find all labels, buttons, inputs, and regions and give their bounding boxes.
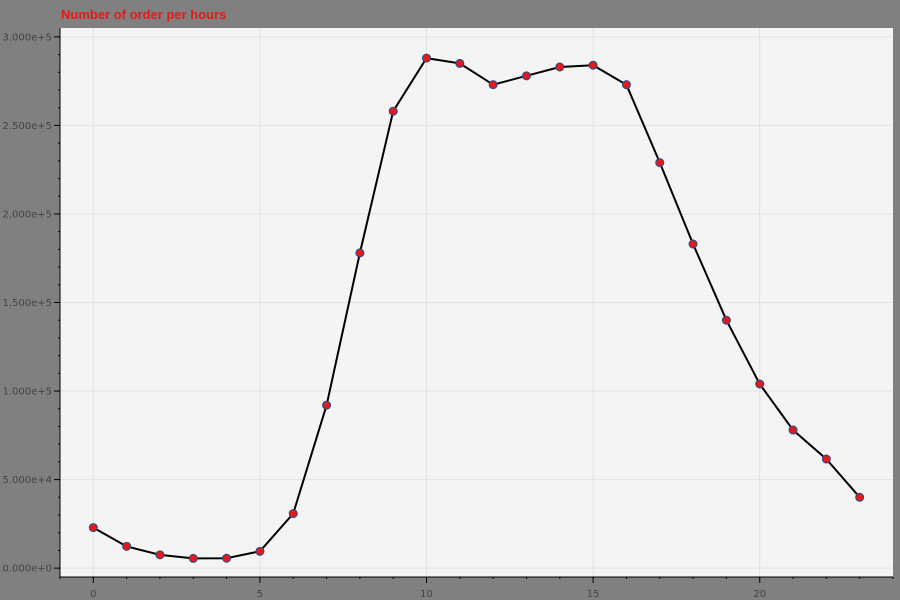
series-layer: [88, 53, 865, 563]
data-point: [788, 425, 798, 435]
x-tick-label: 0: [90, 589, 96, 600]
x-tick-label: 15: [587, 589, 600, 600]
y-tick-label: 1.500e+5: [2, 298, 52, 309]
data-point: [521, 71, 531, 81]
data-point: [422, 53, 432, 63]
grid: [60, 28, 893, 577]
x-tick-label: 5: [257, 589, 263, 600]
x-tick-label: 10: [420, 589, 433, 600]
data-point: [855, 492, 865, 502]
data-point: [488, 80, 498, 90]
data-point: [155, 550, 165, 560]
data-point: [355, 248, 365, 258]
y-tick-label: 0.000e+0: [2, 564, 52, 575]
data-point: [555, 62, 565, 72]
y-tick-label: 5.000e+4: [2, 475, 52, 486]
data-point: [821, 454, 831, 464]
data-point: [88, 523, 98, 533]
y-tick-label: 2.000e+5: [2, 209, 52, 220]
axes: 0.000e+0 5.000e+4 1.000e+5 1.500e+5 2.000e+5…: [2, 28, 894, 600]
data-point: [322, 400, 332, 410]
y-tick-label: 2.500e+5: [2, 121, 52, 132]
chart-title: Number of order per hours: [61, 7, 227, 22]
data-point: [288, 509, 298, 519]
data-point: [721, 315, 731, 325]
data-point: [755, 379, 765, 389]
x-tick-label: 20: [753, 589, 766, 600]
data-point: [188, 553, 198, 563]
data-point: [588, 60, 598, 70]
data-point: [655, 158, 665, 168]
data-point: [388, 106, 398, 116]
y-tick-label: 3.000e+5: [2, 32, 52, 43]
data-point: [122, 541, 132, 551]
data-point: [455, 58, 465, 68]
data-point: [688, 239, 698, 249]
data-point: [222, 553, 232, 563]
y-tick-label: 1.000e+5: [2, 387, 52, 398]
data-point: [255, 546, 265, 556]
data-point: [621, 80, 631, 90]
series-line: [92, 57, 861, 560]
